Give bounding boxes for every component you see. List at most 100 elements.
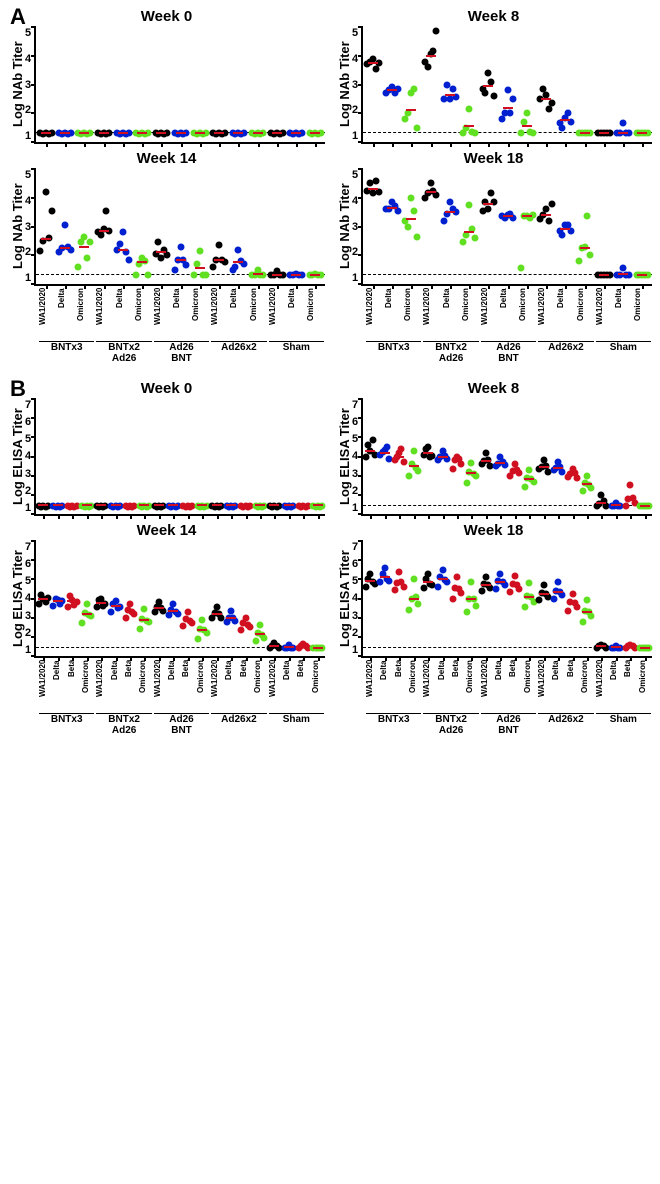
data-point <box>497 570 504 577</box>
data-point <box>405 223 412 230</box>
data-point <box>458 589 465 596</box>
median-bar <box>154 607 164 609</box>
data-point <box>216 242 223 249</box>
data-point <box>133 272 140 279</box>
x-tick: Beta <box>623 660 637 712</box>
x-tick: Delta <box>167 660 181 712</box>
data-point <box>439 566 446 573</box>
median-bar <box>241 504 251 506</box>
y-tick: 7 <box>352 399 358 411</box>
data-point <box>261 634 268 641</box>
median-bar <box>156 251 166 253</box>
y-tick: 2 <box>25 246 31 258</box>
data-point <box>252 637 259 644</box>
median-bar <box>253 132 263 134</box>
y-tick: 3 <box>25 468 31 480</box>
x-tick: Delta <box>282 660 296 712</box>
x-tick: Omicron <box>523 660 537 712</box>
median-bar <box>156 132 166 134</box>
y-tick: 3 <box>25 610 31 622</box>
data-point <box>620 120 627 127</box>
median-bar <box>365 580 375 582</box>
data-point <box>565 607 572 614</box>
data-point <box>466 105 473 112</box>
x-tick: Omicron <box>465 660 479 712</box>
median-bar <box>38 504 48 506</box>
data-point <box>507 110 514 117</box>
x-tick: Beta <box>451 660 465 712</box>
median-bar <box>176 132 186 134</box>
data-point <box>584 472 591 479</box>
x-tick: Beta <box>508 660 522 712</box>
median-bar <box>553 467 563 469</box>
median-bar <box>53 504 63 506</box>
median-bar <box>560 228 570 230</box>
median-bar <box>380 452 390 454</box>
data-point <box>155 239 162 246</box>
median-bar <box>582 483 592 485</box>
plot-area <box>361 169 652 286</box>
data-point <box>83 601 90 608</box>
median-bar <box>269 645 279 647</box>
y-axis-label: Log NAb Titer <box>8 27 25 142</box>
median-bar <box>284 504 294 506</box>
median-bar <box>406 218 416 220</box>
median-bar <box>212 504 222 506</box>
data-point <box>449 465 456 472</box>
x-tick: Delta <box>52 660 66 712</box>
x-group-label: BNTx3 <box>366 713 421 736</box>
data-point <box>425 443 432 450</box>
plot-area <box>361 399 652 516</box>
data-point <box>536 597 543 604</box>
data-point <box>189 620 196 627</box>
x-tick: Delta <box>614 288 633 340</box>
data-point <box>468 460 475 467</box>
median-bar <box>368 188 378 190</box>
median-bar <box>423 452 433 454</box>
data-point <box>84 255 91 262</box>
median-bar <box>599 274 609 276</box>
data-point <box>424 64 431 71</box>
median-bar <box>464 231 474 233</box>
x-tick: Omicron <box>249 288 268 340</box>
data-point <box>144 272 151 279</box>
data-point <box>196 247 203 254</box>
data-point <box>573 604 580 611</box>
y-axis-label: Log ELISA Titer <box>335 541 352 656</box>
median-bar <box>241 623 251 625</box>
x-tick: WA1/2020 <box>595 288 614 340</box>
data-point <box>171 266 178 273</box>
median-bar <box>233 132 243 134</box>
data-point <box>414 124 421 131</box>
x-tick: Delta <box>609 660 623 712</box>
median-bar <box>394 456 404 458</box>
data-point <box>460 239 467 246</box>
data-point <box>411 207 418 214</box>
x-tick: Delta <box>229 288 248 340</box>
x-tick: WA1/2020 <box>268 288 287 340</box>
data-point <box>199 616 206 623</box>
x-tick: Delta <box>224 660 238 712</box>
x-tick: WA1/2020 <box>95 660 109 712</box>
figure: A Week 0Log NAb Titer54321 Week 8Log NAb… <box>8 8 652 736</box>
panel-b-w0: Week 0Log ELISA Titer7654321 <box>8 380 325 516</box>
data-point <box>507 588 514 595</box>
x-tick: Omicron <box>633 288 652 340</box>
data-point <box>396 568 403 575</box>
x-tick: Beta <box>239 660 253 712</box>
y-tick: 5 <box>25 433 31 445</box>
data-point <box>400 584 407 591</box>
panel-title: Week 8 <box>335 380 652 397</box>
y-axis-label: Log NAb Titer <box>335 27 352 142</box>
median-bar <box>445 211 455 213</box>
median-bar <box>452 588 462 590</box>
median-bar <box>596 502 606 504</box>
data-point <box>183 262 190 269</box>
data-point <box>518 265 525 272</box>
data-point <box>529 130 536 137</box>
x-tick: Omicron <box>81 660 95 712</box>
median-bar <box>541 98 551 100</box>
median-bar <box>291 132 301 134</box>
data-point <box>584 597 591 604</box>
data-point <box>425 570 432 577</box>
